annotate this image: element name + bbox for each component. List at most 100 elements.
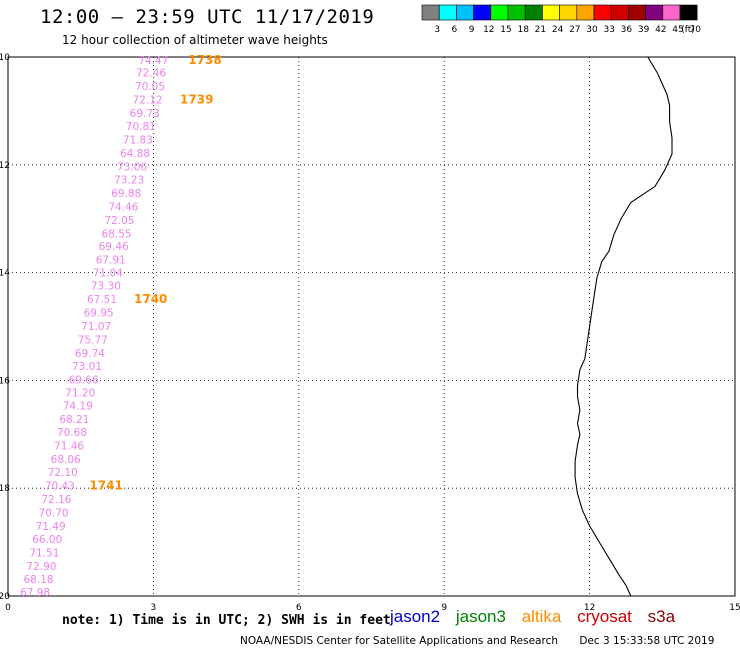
wave-height-label: 72.46 xyxy=(136,68,166,80)
colorbar-label: 21 xyxy=(535,25,546,35)
wave-height-label: 74.47 xyxy=(138,55,168,67)
wave-height-label: 68.55 xyxy=(102,228,132,240)
wave-height-label: 67.91 xyxy=(96,255,126,267)
y-tick-label: -16 xyxy=(0,376,10,386)
wave-height-label: 73.30 xyxy=(91,281,121,293)
wave-height-label: 74.46 xyxy=(108,201,138,213)
colorbar-label: 45 xyxy=(672,25,683,35)
colorbar-swatch xyxy=(473,4,492,21)
colorbar-label: 3 xyxy=(434,25,440,35)
colorbar-label: 6 xyxy=(452,25,458,35)
wave-height-label: 73.23 xyxy=(114,174,144,186)
satellite-cryosat: cryosat xyxy=(577,607,632,626)
pass-time-label: 1739 xyxy=(180,93,213,107)
wave-height-label: 67.51 xyxy=(87,294,117,306)
units-note: note: 1) Time is in UTC; 2) SWH is in fe… xyxy=(62,613,391,628)
wave-height-label: 71.51 xyxy=(29,547,59,559)
colorbar-label: 27 xyxy=(569,25,580,35)
wave-height-label: 70.81 xyxy=(126,121,156,133)
wave-height-label: 72.12 xyxy=(133,95,163,107)
pass-time-label: 1738 xyxy=(188,53,221,67)
colorbar-label: 42 xyxy=(655,25,666,35)
wave-height-label: 69.66 xyxy=(69,374,99,386)
colorbar-swatch xyxy=(559,4,578,21)
wave-height-label: 75.77 xyxy=(78,334,108,346)
colorbar-swatch xyxy=(507,4,526,21)
colorbar-swatch xyxy=(645,4,664,21)
wave-height-label: 69.88 xyxy=(111,188,141,200)
wave-height-label: 68.18 xyxy=(24,574,54,586)
wave-height-label: 70.05 xyxy=(135,81,165,93)
wave-height-label: 67.98 xyxy=(20,587,50,599)
plot-frame xyxy=(7,56,736,597)
coastline xyxy=(574,56,673,597)
wave-height-label: 69.46 xyxy=(99,241,129,253)
y-tick-label: -20 xyxy=(0,592,10,602)
wave-height-label: 70.43 xyxy=(45,481,75,493)
wave-height-label: 71.07 xyxy=(81,321,111,333)
wave-height-label: 71.83 xyxy=(123,134,153,146)
satellite-jason3: jason3 xyxy=(455,607,506,626)
wave-height-label: 69.95 xyxy=(84,307,114,319)
footer-credit: NOAA/NESDIS Center for Satellite Applica… xyxy=(240,635,558,647)
wave-height-label: 70.70 xyxy=(39,507,69,519)
pass-time-label: 1740 xyxy=(134,292,167,306)
wave-height-label: 69.74 xyxy=(75,348,105,360)
colorbar-label: 39 xyxy=(638,25,650,35)
wave-height-label: 72.16 xyxy=(41,494,71,506)
wave-height-label: 72.10 xyxy=(48,467,78,479)
colorbar-swatch xyxy=(662,4,681,21)
colorbar-label: 15 xyxy=(500,25,511,35)
colorbar-label: 70 xyxy=(689,25,701,35)
colorbar-swatch xyxy=(542,4,560,21)
colorbar-swatch xyxy=(456,4,474,21)
wave-height-label: 71.04 xyxy=(93,268,123,280)
x-tick-label: 12 xyxy=(584,603,595,613)
pass-time-label: 1741 xyxy=(89,479,122,493)
x-tick-label: 15 xyxy=(729,603,740,613)
colorbar-swatch xyxy=(679,4,698,21)
colorbar-swatch xyxy=(628,4,646,21)
wave-height-label: 72.90 xyxy=(26,561,56,573)
wave-height-label: 73.06 xyxy=(117,161,147,173)
page-subtitle: 12 hour collection of altimeter wave hei… xyxy=(62,33,328,47)
colorbar-label: 36 xyxy=(621,25,633,35)
wave-height-label: 71.20 xyxy=(65,387,95,399)
colorbar-swatch xyxy=(593,4,612,21)
wave-height-label: 68.21 xyxy=(59,414,89,426)
satellite-altika: altika xyxy=(521,607,562,626)
wave-height-label: 64.88 xyxy=(120,148,150,160)
satellite-legend: jason2 jason3 altika cryosat s3a xyxy=(390,607,686,627)
colorbar-swatch xyxy=(438,4,457,21)
colorbar-swatch xyxy=(490,4,509,21)
satellite-jason2: jason2 xyxy=(390,607,441,626)
y-tick-label: -14 xyxy=(0,269,10,279)
colorbar-swatch xyxy=(576,4,595,21)
footer: NOAA/NESDIS Center for Satellite Applica… xyxy=(240,635,714,647)
x-tick-label: 6 xyxy=(296,603,302,613)
colorbar-label: 30 xyxy=(586,25,598,35)
wave-height-label: 71.49 xyxy=(36,521,66,533)
x-tick-label: 9 xyxy=(441,603,447,613)
y-tick-label: -18 xyxy=(0,484,10,494)
wave-height-label: 66.00 xyxy=(32,534,62,546)
colorbar-label: 18 xyxy=(517,25,529,35)
colorbar-swatch xyxy=(421,4,440,21)
colorbar-unit: (ft) xyxy=(681,25,695,35)
colorbar-label: 9 xyxy=(469,25,475,35)
footer-timestamp: Dec 3 15:33:58 UTC 2019 xyxy=(579,635,715,647)
wave-height-label: 70.68 xyxy=(57,427,87,439)
wave-height-label: 69.73 xyxy=(130,108,160,120)
y-tick-label: -12 xyxy=(0,161,10,171)
colorbar-swatch xyxy=(610,4,629,21)
wave-height-label: 68.06 xyxy=(51,454,81,466)
wave-height-label: 72.05 xyxy=(104,215,134,227)
colorbar-label: 33 xyxy=(603,25,614,35)
y-tick-label: -10 xyxy=(0,53,10,63)
x-tick-label: 3 xyxy=(151,603,157,613)
page-title: 12:00 – 23:59 UTC 11/17/2019 xyxy=(40,6,375,28)
colorbar-label: 24 xyxy=(552,25,564,35)
colorbar-label: 12 xyxy=(483,25,494,35)
x-tick-label: 0 xyxy=(5,603,11,613)
